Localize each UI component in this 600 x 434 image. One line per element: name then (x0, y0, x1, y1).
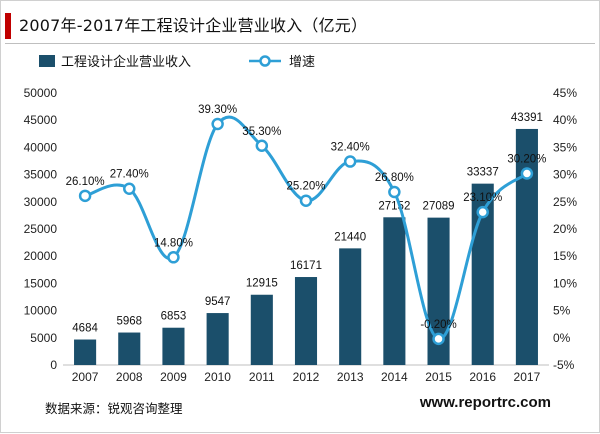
legend-swatch-bar (39, 55, 55, 67)
left-tick-label: 50000 (24, 86, 58, 100)
revenue-bar (74, 339, 97, 365)
right-tick-label: 40% (553, 113, 577, 127)
left-tick-label: 25000 (24, 222, 58, 236)
x-tick-label: 2009 (160, 370, 187, 384)
left-tick-label: 30000 (24, 195, 58, 209)
growth-point-label: 35.30% (242, 126, 281, 138)
growth-point-label: -0.20% (420, 319, 456, 331)
revenue-bar (118, 332, 141, 365)
title-accent-bar (5, 13, 11, 39)
growth-point (299, 194, 313, 207)
right-tick-label: 15% (553, 249, 577, 263)
right-tick-label: 20% (553, 222, 577, 236)
legend: 工程设计企业营业收入 增速 (39, 54, 315, 70)
growth-point-label: 26.10% (66, 176, 105, 188)
revenue-bar-label: 16171 (290, 260, 322, 272)
legend-swatch-marker (259, 55, 271, 67)
growth-point-label: 25.20% (286, 181, 325, 193)
revenue-bar (339, 248, 362, 365)
revenue-bar-label: 33337 (467, 167, 499, 179)
x-axis: 2007 2008 2009 2010 2011 2012 2013 2014 2015 2016… (63, 364, 549, 384)
growth-point-label: 14.80% (154, 237, 193, 249)
revenue-bar (250, 294, 273, 365)
bar-series: 4684 5968 6853 9547 12915 16171 21440 27152 2708… (72, 112, 543, 365)
growth-point-label: 23.10% (463, 192, 502, 204)
legend-label-growth: 增速 (289, 55, 315, 70)
x-tick-label: 2008 (116, 370, 143, 384)
left-tick-label: 10000 (24, 304, 58, 318)
growth-point (255, 139, 269, 153)
right-axis: -5% 0% 5% 10% 15% 20% 25% 30% 35% 40% 45% (553, 86, 577, 372)
growth-point (432, 332, 445, 346)
revenue-bar-label: 27152 (378, 200, 410, 212)
left-tick-label: 15000 (24, 276, 58, 290)
left-tick-label: 5000 (30, 331, 57, 345)
growth-point (167, 251, 180, 264)
growth-point-label: 32.40% (331, 142, 370, 154)
revenue-bar-label: 6853 (161, 311, 187, 323)
legend-label-revenue: 工程设计企业营业收入 (61, 54, 191, 70)
x-tick-label: 2014 (381, 370, 408, 384)
revenue-bar-label: 12915 (246, 278, 278, 290)
left-tick-label: 45000 (24, 113, 58, 127)
left-tick-label: 35000 (24, 168, 58, 182)
x-tick-label: 2013 (337, 370, 364, 384)
revenue-bar-label: 21440 (334, 231, 366, 243)
watermark: www.reportrc.com (419, 394, 551, 411)
right-tick-label: 10% (553, 276, 577, 290)
revenue-bar (383, 217, 406, 365)
left-tick-label: 0 (50, 358, 57, 372)
right-tick-label: 0% (553, 331, 571, 345)
right-tick-label: 30% (553, 168, 577, 182)
growth-point (388, 185, 401, 199)
x-tick-label: 2011 (249, 370, 275, 384)
growth-point (343, 155, 357, 168)
left-tick-label: 20000 (24, 249, 58, 263)
right-tick-label: -5% (553, 358, 575, 372)
revenue-bar (427, 217, 450, 365)
growth-point (123, 182, 136, 195)
right-tick-label: 35% (553, 140, 577, 154)
revenue-bar (162, 327, 185, 365)
x-tick-label: 2010 (204, 370, 231, 384)
growth-point-label: 26.80% (375, 172, 414, 184)
x-tick-label: 2016 (469, 370, 496, 384)
title-divider (5, 43, 595, 44)
growth-point-label: 30.20% (507, 154, 546, 166)
left-tick-label: 40000 (24, 140, 58, 154)
growth-point-label: 39.30% (198, 104, 237, 116)
right-tick-label: 25% (553, 195, 577, 209)
line-series: 26.10% 27.40% 14.80% 39.30% 35.30% 25.20% 32.4… (66, 104, 546, 346)
revenue-bar (515, 128, 538, 365)
revenue-bar (206, 313, 229, 365)
x-tick-label: 2012 (293, 370, 320, 384)
growth-point (78, 189, 92, 203)
right-tick-label: 5% (553, 304, 571, 318)
revenue-bar (294, 277, 318, 365)
revenue-bar-label: 5968 (116, 316, 142, 328)
growth-point (476, 205, 489, 219)
x-tick-label: 2007 (72, 370, 99, 384)
x-tick-label: 2015 (425, 370, 452, 384)
revenue-bar-label: 27089 (423, 201, 455, 213)
revenue-bar-label: 43391 (511, 112, 543, 124)
growth-point (520, 167, 534, 180)
revenue-bar-label: 4684 (72, 323, 98, 335)
source-note: 数据来源：锐观咨询整理 (45, 401, 183, 416)
left-axis: 0 5000 10000 15000 20000 25000 30000 35000 40000… (24, 86, 58, 372)
right-tick-label: 45% (553, 86, 577, 100)
growth-point (211, 117, 224, 131)
revenue-bar-label: 9547 (205, 296, 231, 308)
growth-point-label: 27.40% (110, 169, 149, 181)
chart-title: 2007年-2017年工程设计企业营业收入（亿元） (19, 16, 368, 35)
x-tick-label: 2017 (514, 370, 541, 384)
